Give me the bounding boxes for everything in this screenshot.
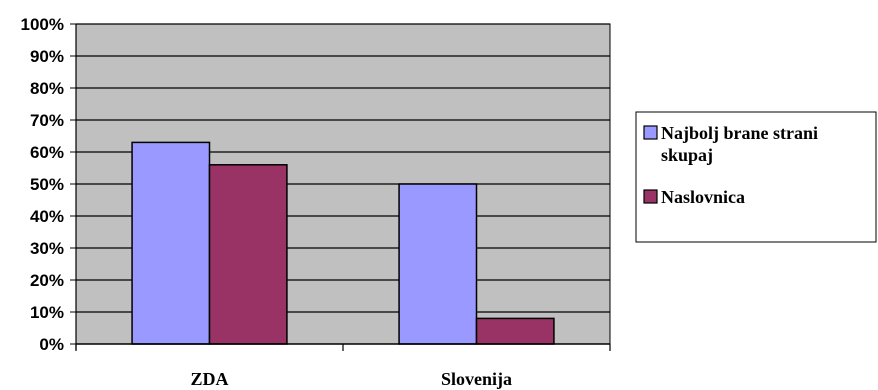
bar bbox=[208, 164, 288, 345]
legend-swatch bbox=[643, 125, 658, 140]
x-category-label: Slovenija bbox=[441, 369, 512, 389]
legend-box bbox=[635, 111, 877, 243]
y-tick-label: 20% bbox=[30, 271, 64, 290]
y-tick-label: 60% bbox=[30, 143, 64, 162]
y-tick-label: 70% bbox=[30, 111, 64, 130]
y-tick-label: 40% bbox=[30, 207, 64, 226]
legend-swatch bbox=[643, 189, 658, 204]
y-tick-label: 100% bbox=[21, 15, 64, 34]
y-tick-label: 90% bbox=[30, 47, 64, 66]
legend-label: skupaj bbox=[661, 145, 713, 165]
y-axis-tick-labels: 0% 10% 20% 30% 40% 50% 60% 70% 80% 90% 100% bbox=[21, 15, 64, 354]
x-axis-category-labels: ZDA Slovenija bbox=[190, 369, 512, 389]
bar bbox=[398, 183, 478, 345]
bars bbox=[131, 141, 555, 345]
y-tick-label: 0% bbox=[39, 335, 64, 354]
legend-label: Najbolj brane strani bbox=[661, 123, 818, 143]
y-tick-label: 30% bbox=[30, 239, 64, 258]
x-category-label: ZDA bbox=[190, 369, 228, 389]
legend-label: Naslovnica bbox=[661, 187, 745, 207]
y-tick-label: 50% bbox=[30, 175, 64, 194]
y-tick-label: 10% bbox=[30, 303, 64, 322]
x-axis bbox=[75, 24, 611, 351]
bar bbox=[475, 317, 555, 345]
bar bbox=[131, 141, 211, 345]
y-tick-label: 80% bbox=[30, 79, 64, 98]
